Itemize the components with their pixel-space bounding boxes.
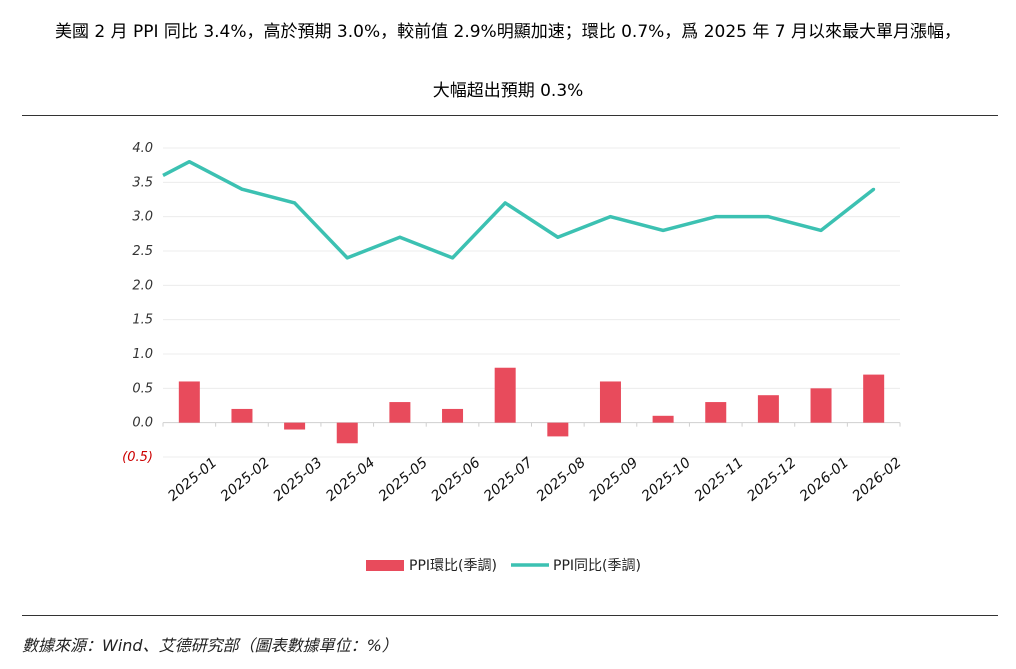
x-tick-label: 2025-08 xyxy=(534,455,589,505)
gridlines xyxy=(162,147,901,458)
line-point-2025-01 xyxy=(187,160,191,164)
bar-2025-12 xyxy=(757,395,779,423)
bar-2026-01 xyxy=(810,388,832,423)
line-point-2025-07 xyxy=(503,201,507,205)
line-series xyxy=(162,159,876,260)
y-tick-label: 3.0 xyxy=(132,210,153,225)
y-tick-label: 2.5 xyxy=(132,244,153,259)
line-point-2025-06 xyxy=(451,256,455,260)
bottom-divider xyxy=(22,615,998,616)
bar-2025-10 xyxy=(652,415,674,423)
y-tick-label: 4.0 xyxy=(132,141,153,156)
x-tick-label: 2025-10 xyxy=(639,455,694,505)
bar-2025-07 xyxy=(494,367,516,423)
y-tick-label: 0.5 xyxy=(132,381,153,396)
x-tick-label: 2025-09 xyxy=(586,455,641,505)
y-tick-label: 0.0 xyxy=(132,416,153,431)
bar-2025-08 xyxy=(547,422,569,437)
legend-line-label: PPI同比(季調) xyxy=(553,558,641,574)
x-tick-label: 2025-11 xyxy=(692,455,747,505)
y-tick-label: 3.5 xyxy=(132,175,153,190)
legend-bar-swatch xyxy=(366,560,404,571)
x-tick-label: 2025-04 xyxy=(323,455,378,505)
x-tick-label: 2025-02 xyxy=(218,455,273,505)
y-tick-label: 1.5 xyxy=(132,313,153,328)
bar-2025-03 xyxy=(284,422,306,430)
bar-2025-09 xyxy=(599,381,621,423)
x-tick-label: 2025-03 xyxy=(270,455,325,505)
line-point-2025-03 xyxy=(293,201,297,205)
bar-2025-11 xyxy=(705,402,727,423)
x-tick-label: 2026-01 xyxy=(797,455,852,505)
line-point-2025-09 xyxy=(608,215,612,219)
x-tick-label: 2025-12 xyxy=(744,455,799,505)
line-point-2025-08 xyxy=(556,235,560,239)
top-divider xyxy=(22,115,998,116)
x-tick-label: 2025-07 xyxy=(481,455,536,505)
line-point-2025-10 xyxy=(661,228,665,232)
x-tick-label: 2025-05 xyxy=(376,455,431,505)
y-tick-labels: 4.0 3.5 3.0 2.5 2.0 1.5 1.0 0.5 0.0 (0.5) xyxy=(122,141,153,465)
line-point-2025-04 xyxy=(345,256,349,260)
chart-title-line1: 美國 2 月 PPI 同比 3.4%，高於預期 3.0%，較前值 2.9%明顯加… xyxy=(54,22,961,42)
bar-2025-06 xyxy=(442,408,464,423)
x-tick-label: 2025-06 xyxy=(428,455,483,505)
legend: PPI環比(季調) PPI同比(季調) xyxy=(366,558,641,574)
line-point-2025-05 xyxy=(398,235,402,239)
legend-bar-label: PPI環比(季調) xyxy=(409,558,497,574)
source-note: 數據來源：Wind、艾德研究部（圖表數據單位：%） xyxy=(22,636,398,655)
bar-2026-02 xyxy=(863,374,885,423)
x-tick-label: 2026-02 xyxy=(850,455,905,505)
bar-2025-01 xyxy=(178,381,200,423)
line-point-2025-11 xyxy=(714,215,718,219)
y-tick-label: 1.0 xyxy=(132,347,153,362)
bar-2025-05 xyxy=(389,402,411,423)
x-tick-labels: 2025-012025-022025-032025-042025-052025-… xyxy=(165,455,905,505)
bar-series xyxy=(178,367,885,444)
line-point-2026-02 xyxy=(872,187,876,191)
line-point-2026-01 xyxy=(819,228,823,232)
y-tick-label: (0.5) xyxy=(122,450,153,465)
chart-title-line2: 大幅超出預期 0.3% xyxy=(432,81,584,101)
line-path xyxy=(162,159,875,260)
bar-2025-04 xyxy=(336,422,358,444)
x-tick-label: 2025-01 xyxy=(165,455,220,505)
bar-2025-02 xyxy=(231,408,253,423)
line-point-2025-02 xyxy=(240,187,244,191)
line-point-2025-12 xyxy=(766,215,770,219)
y-tick-label: 2.0 xyxy=(132,278,153,293)
